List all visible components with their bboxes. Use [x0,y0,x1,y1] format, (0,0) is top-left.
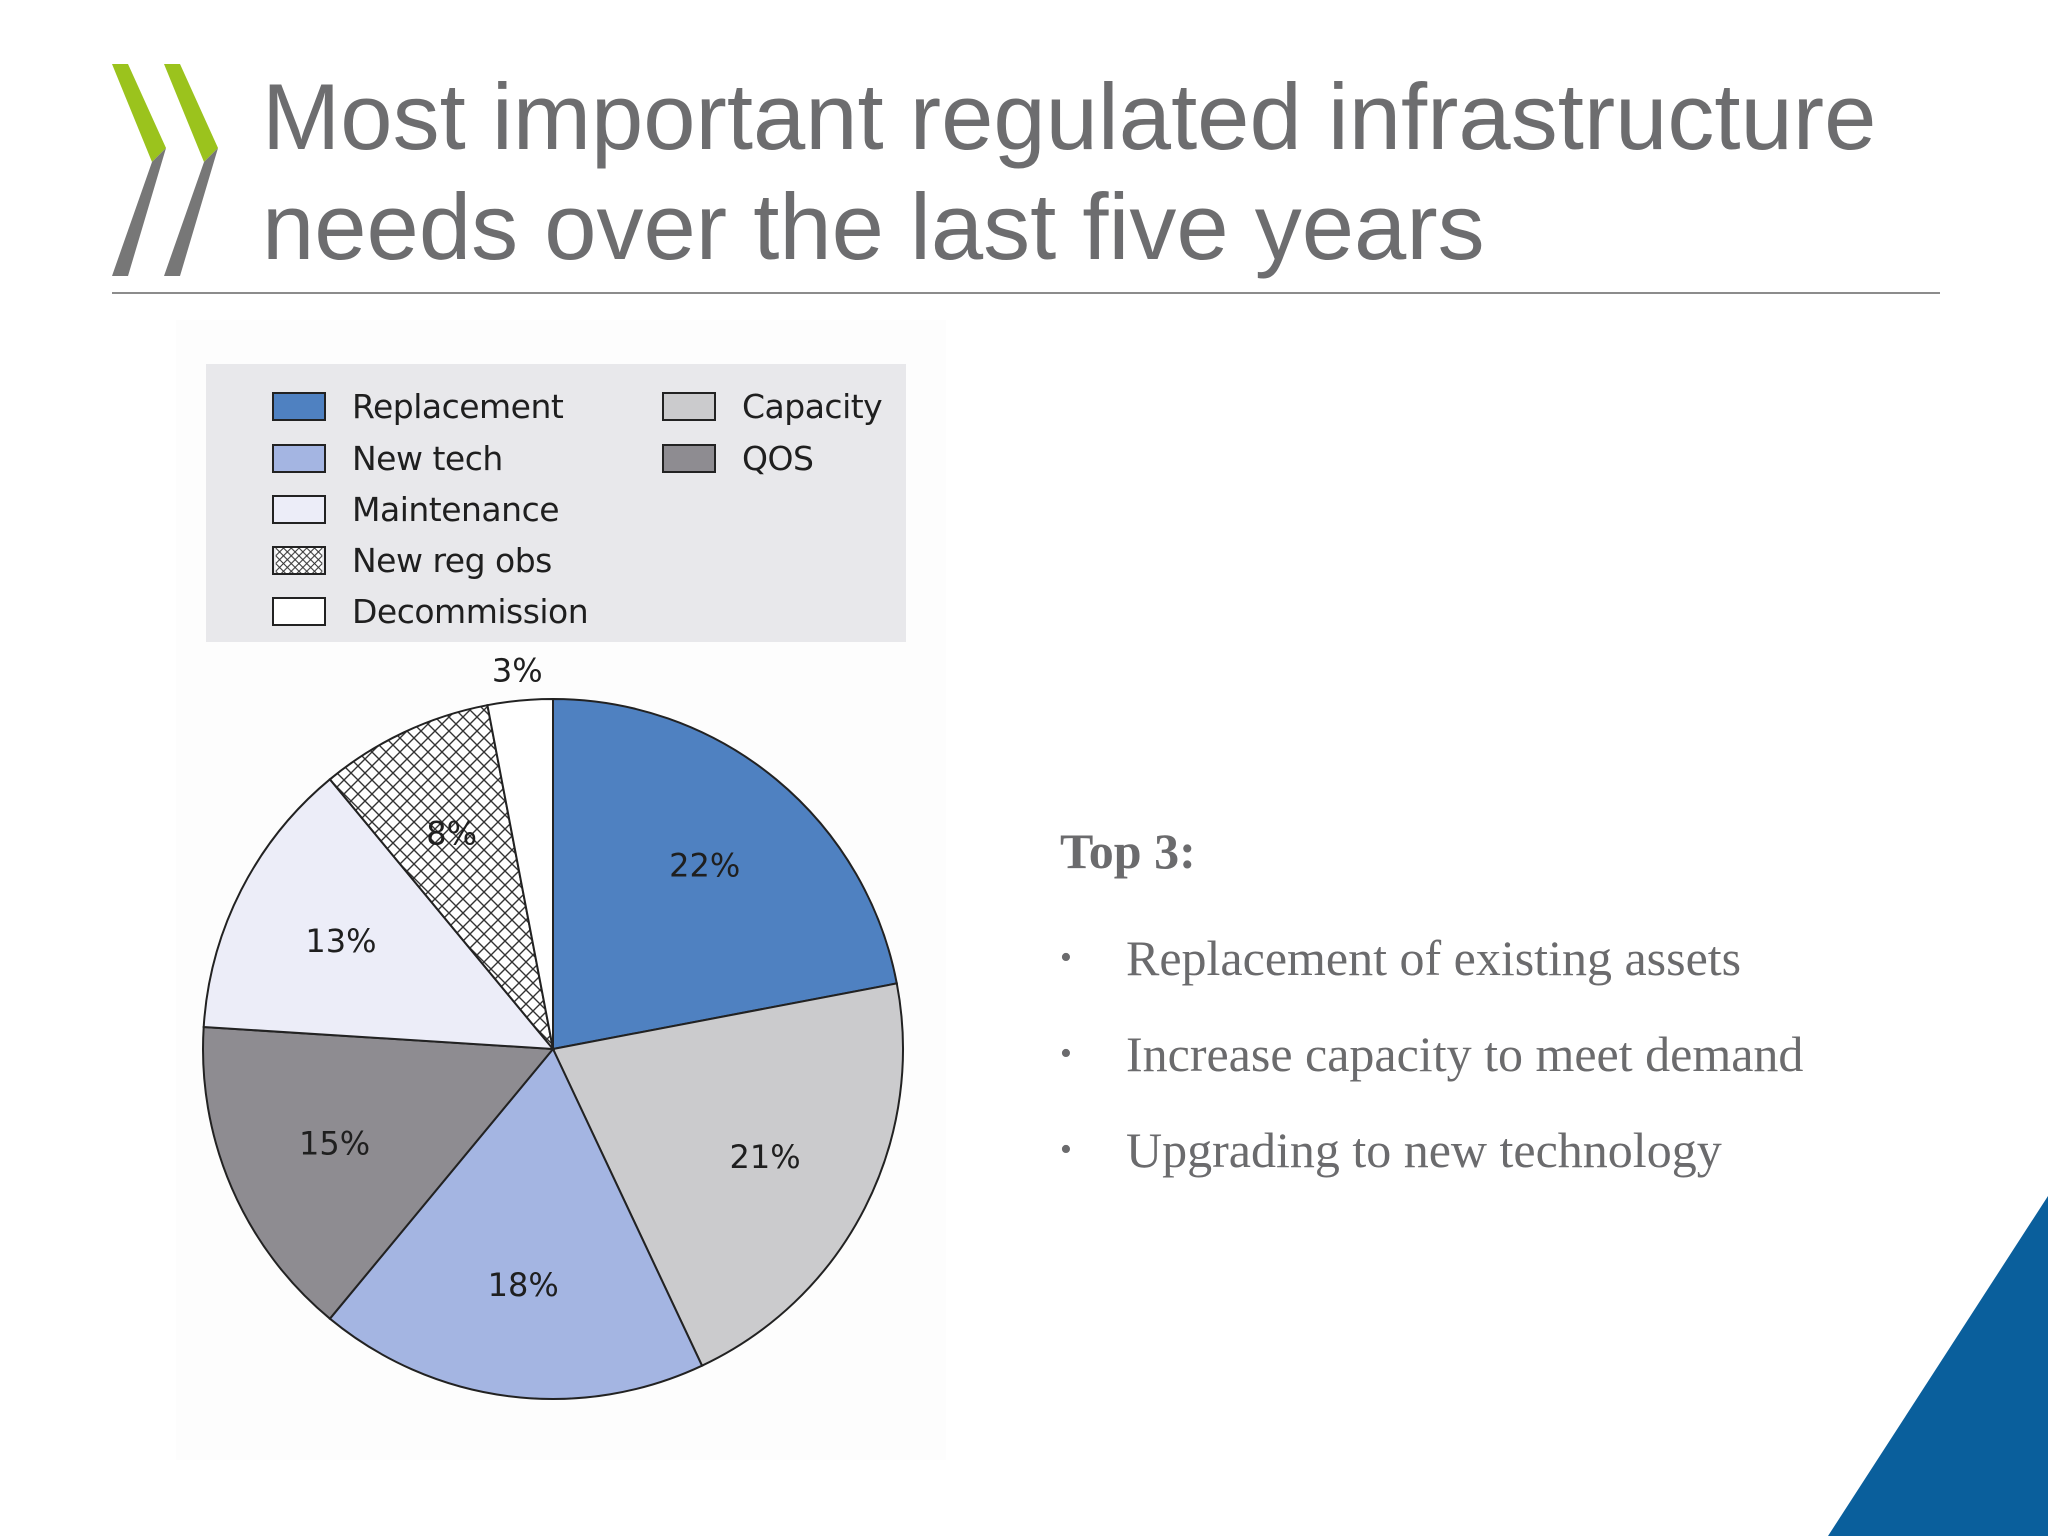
bullet-text: Replacement of existing assets [1126,930,1742,986]
pie-slice-qos [202,1025,556,1321]
corner-accent-triangle [1828,1196,2048,1536]
legend-item-maintenance: Maintenance [272,489,560,529]
pie-slice-capacity [551,982,904,1368]
pie-data-label: 18% [488,1266,559,1304]
pie-chart: 22% 21% 18% 15% 13% 8% 3% [202,652,904,1400]
pie-data-label: 3% [492,652,543,690]
legend-label-capacity: Capacity [742,386,883,426]
legend-label-new-tech: New tech [352,438,503,478]
top3-heading: Top 3: [1060,823,1196,879]
pie-data-label: 21% [729,1138,800,1176]
bullet-text: Upgrading to new technology [1126,1122,1722,1178]
legend-label-maintenance: Maintenance [352,489,560,529]
bullet-dot: • [1060,1131,1072,1168]
pie-slice-new-tech [328,1047,704,1400]
list-item: • Increase capacity to meet demand [1060,1006,1803,1102]
pie-slice-decommission [486,697,554,1050]
legend-label-decommission: Decommission [352,591,589,631]
title-line-2: needs over the last five years [262,174,1485,279]
legend-item-qos: QOS [662,438,814,478]
pie-slice-new-reg-obs [328,704,554,1050]
pie-slice-replacement [552,697,898,1051]
pie-data-label: 22% [669,847,740,885]
bullet-dot: • [1060,939,1072,976]
list-item: • Upgrading to new technology [1060,1102,1803,1198]
bullet-dot: • [1060,1035,1072,1072]
title-line-1: Most important regulated infrastructure [262,64,1877,169]
pie-data-label: 8% [426,815,477,853]
list-item: • Replacement of existing assets [1060,910,1803,1006]
legend-label-new-reg-obs: New reg obs [352,540,552,580]
chart-legend: Replacement New tech Maintenance New reg… [206,364,906,642]
legend-swatch-new-tech [272,443,326,473]
pie-data-label: 13% [305,922,376,960]
pie-slice-maintenance [202,777,556,1051]
legend-swatch-maintenance [272,494,326,524]
legend-swatch-decommission [272,596,326,626]
slide-title: Most important regulated infrastructure … [262,62,1962,282]
legend-swatch-new-reg-obs [272,545,326,575]
legend-swatch-replacement [272,391,326,421]
legend-item-new-tech: New tech [272,438,503,478]
legend-item-decommission: Decommission [272,591,589,631]
pie-data-label: 15% [299,1125,370,1163]
legend-swatch-capacity [662,391,716,421]
bullet-text: Increase capacity to meet demand [1126,1026,1804,1082]
title-divider [112,292,1940,294]
legend-label-replacement: Replacement [352,386,564,426]
legend-item-capacity: Capacity [662,386,883,426]
legend-swatch-qos [662,443,716,473]
legend-item-replacement: Replacement [272,386,564,426]
top3-list: • Replacement of existing assets • Incre… [1060,910,1803,1198]
legend-label-qos: QOS [742,438,814,478]
oecd-chevron-logo [112,64,218,276]
legend-item-new-reg-obs: New reg obs [272,540,552,580]
